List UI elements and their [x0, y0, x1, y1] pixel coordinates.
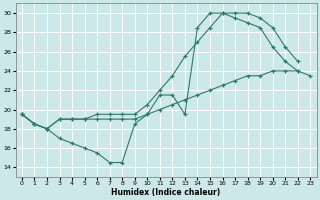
X-axis label: Humidex (Indice chaleur): Humidex (Indice chaleur): [111, 188, 221, 197]
